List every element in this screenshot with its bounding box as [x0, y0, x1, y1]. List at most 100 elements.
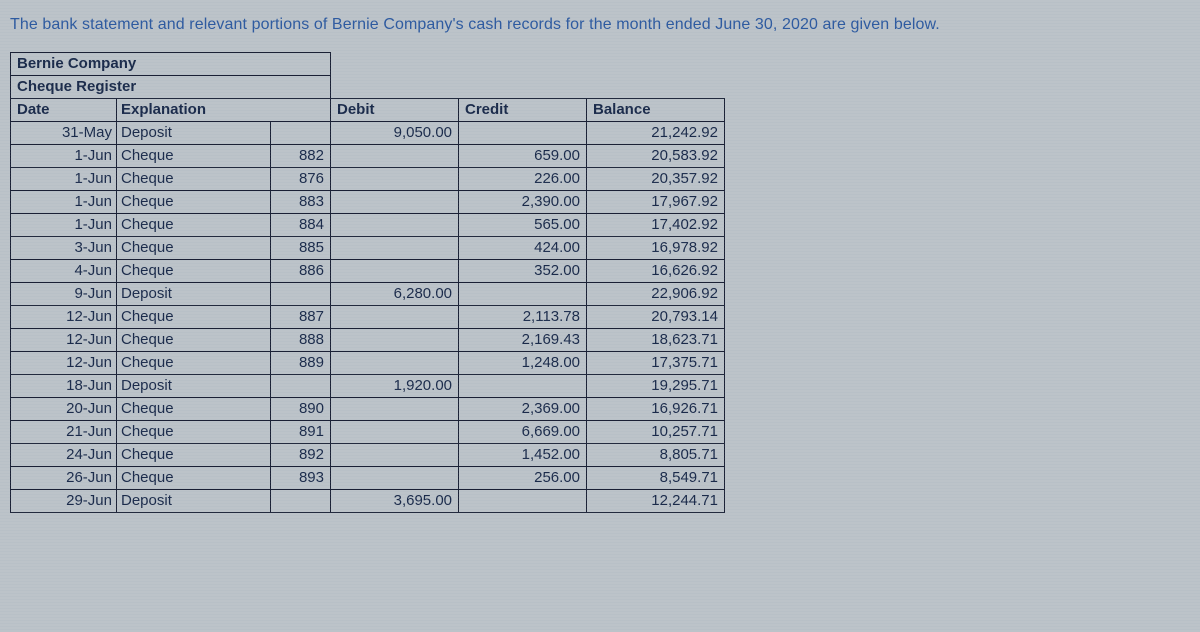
cell-debit	[331, 444, 459, 467]
table-row: 24-JunCheque8921,452.008,805.71	[11, 444, 725, 467]
cell-credit	[459, 122, 587, 145]
cell-credit: 2,113.78	[459, 306, 587, 329]
cell-date: 1-Jun	[11, 168, 117, 191]
cell-credit: 424.00	[459, 237, 587, 260]
cell-debit: 6,280.00	[331, 283, 459, 306]
cell-credit: 6,669.00	[459, 421, 587, 444]
cell-credit: 565.00	[459, 214, 587, 237]
cell-debit: 9,050.00	[331, 122, 459, 145]
col-header-explanation: Explanation	[117, 99, 331, 122]
col-header-date: Date	[11, 99, 117, 122]
cell-credit: 256.00	[459, 467, 587, 490]
cell-balance: 21,242.92	[587, 122, 725, 145]
table-row: 1-JunCheque882 659.0020,583.92	[11, 145, 725, 168]
cell-date: 29-Jun	[11, 490, 117, 513]
cell-balance: 16,626.92	[587, 260, 725, 283]
cell-cheque-no: 876	[271, 168, 331, 191]
cell-date: 1-Jun	[11, 145, 117, 168]
cell-date: 24-Jun	[11, 444, 117, 467]
cell-debit	[331, 421, 459, 444]
cell-explanation: Cheque	[117, 145, 271, 168]
cell-explanation: Cheque	[117, 421, 271, 444]
cell-balance: 8,549.71	[587, 467, 725, 490]
cell-debit	[331, 191, 459, 214]
table-row: 4-JunCheque886 352.0016,626.92	[11, 260, 725, 283]
col-header-debit: Debit	[331, 99, 459, 122]
cell-debit	[331, 237, 459, 260]
cell-cheque-no: 888	[271, 329, 331, 352]
cell-balance: 8,805.71	[587, 444, 725, 467]
cell-date: 18-Jun	[11, 375, 117, 398]
cell-explanation: Cheque	[117, 467, 271, 490]
cell-explanation: Deposit	[117, 283, 271, 306]
cell-credit: 2,390.00	[459, 191, 587, 214]
cell-date: 21-Jun	[11, 421, 117, 444]
table-row: 20-JunCheque8902,369.0016,926.71	[11, 398, 725, 421]
cell-debit: 1,920.00	[331, 375, 459, 398]
cell-balance: 18,623.71	[587, 329, 725, 352]
cell-credit: 1,248.00	[459, 352, 587, 375]
cell-balance: 17,402.92	[587, 214, 725, 237]
table-row: 18-JunDeposit 1,920.00 19,295.71	[11, 375, 725, 398]
cell-explanation: Deposit	[117, 375, 271, 398]
cell-cheque-no: 893	[271, 467, 331, 490]
table-row: 29-JunDeposit3,695.0012,244.71	[11, 490, 725, 513]
cell-explanation: Cheque	[117, 214, 271, 237]
cell-debit	[331, 145, 459, 168]
cell-cheque-no: 886	[271, 260, 331, 283]
cell-explanation: Cheque	[117, 260, 271, 283]
cell-date: 1-Jun	[11, 214, 117, 237]
table-row: 12-JunCheque8882,169.4318,623.71	[11, 329, 725, 352]
cell-balance: 20,357.92	[587, 168, 725, 191]
cell-cheque-no: 892	[271, 444, 331, 467]
cell-date: 3-Jun	[11, 237, 117, 260]
table-row: 12-JunCheque887 2,113.7820,793.14	[11, 306, 725, 329]
col-header-credit: Credit	[459, 99, 587, 122]
cell-cheque-no: 890	[271, 398, 331, 421]
table-row: 31-MayDeposit 9,050.00 21,242.92	[11, 122, 725, 145]
intro-text: The bank statement and relevant portions…	[10, 16, 1190, 34]
cell-balance: 19,295.71	[587, 375, 725, 398]
table-row: 26-JunCheque893256.008,549.71	[11, 467, 725, 490]
cell-cheque-no: 882	[271, 145, 331, 168]
cell-credit: 352.00	[459, 260, 587, 283]
table-row: 9-JunDeposit6,280.0022,906.92	[11, 283, 725, 306]
cell-debit	[331, 352, 459, 375]
cell-cheque-no	[271, 283, 331, 306]
cell-balance: 22,906.92	[587, 283, 725, 306]
cell-balance: 17,967.92	[587, 191, 725, 214]
table-row: 12-JunCheque8891,248.0017,375.71	[11, 352, 725, 375]
cell-explanation: Cheque	[117, 237, 271, 260]
cell-explanation: Cheque	[117, 306, 271, 329]
cell-balance: 20,793.14	[587, 306, 725, 329]
cell-date: 4-Jun	[11, 260, 117, 283]
cell-debit	[331, 467, 459, 490]
cell-explanation: Deposit	[117, 122, 271, 145]
cell-explanation: Deposit	[117, 490, 271, 513]
cell-cheque-no: 889	[271, 352, 331, 375]
cell-debit	[331, 398, 459, 421]
cell-credit	[459, 375, 587, 398]
cell-balance: 20,583.92	[587, 145, 725, 168]
cell-balance: 16,926.71	[587, 398, 725, 421]
cell-cheque-no	[271, 375, 331, 398]
cell-date: 1-Jun	[11, 191, 117, 214]
cell-cheque-no: 884	[271, 214, 331, 237]
cell-date: 12-Jun	[11, 306, 117, 329]
cell-cheque-no: 887	[271, 306, 331, 329]
cell-debit	[331, 260, 459, 283]
cell-credit: 659.00	[459, 145, 587, 168]
cell-explanation: Cheque	[117, 444, 271, 467]
cell-cheque-no: 885	[271, 237, 331, 260]
table-row: 21-JunCheque8916,669.0010,257.71	[11, 421, 725, 444]
cell-date: 31-May	[11, 122, 117, 145]
table-row: 3-JunCheque885424.0016,978.92	[11, 237, 725, 260]
table-row: 1-JunCheque876226.0020,357.92	[11, 168, 725, 191]
cell-cheque-no: 891	[271, 421, 331, 444]
cell-date: 12-Jun	[11, 329, 117, 352]
cell-credit: 226.00	[459, 168, 587, 191]
company-name: Bernie Company	[11, 53, 331, 76]
cell-explanation: Cheque	[117, 191, 271, 214]
table-row: 1-JunCheque884 565.0017,402.92	[11, 214, 725, 237]
cheque-register-table: Bernie Company Cheque Register Date Expl…	[10, 52, 725, 513]
